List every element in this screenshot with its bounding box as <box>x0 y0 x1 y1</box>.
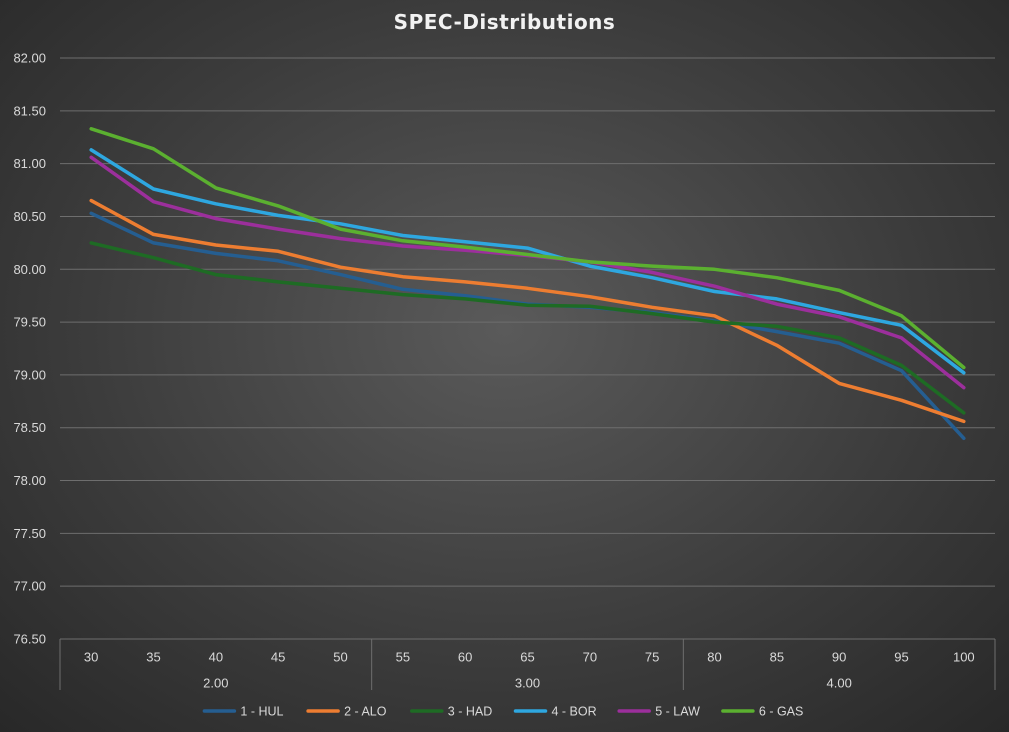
y-tick-label: 77.00 <box>13 579 46 594</box>
y-tick-label: 77.50 <box>13 526 46 541</box>
y-tick-label: 80.00 <box>13 262 46 277</box>
y-tick-label: 76.50 <box>13 632 46 647</box>
x-tick-label: 80 <box>707 650 721 665</box>
legend-label: 5 - LAW <box>655 705 700 719</box>
y-tick-label: 78.50 <box>13 420 46 435</box>
x-tick-label: 90 <box>832 650 846 665</box>
series-line <box>89 241 966 415</box>
legend-label: 6 - GAS <box>759 705 803 719</box>
x-tick-label: 40 <box>209 650 223 665</box>
legend-label: 4 - BOR <box>552 705 597 719</box>
x-tick-label: 70 <box>583 650 597 665</box>
y-tick-label: 79.00 <box>13 367 46 382</box>
x-tick-label: 35 <box>146 650 160 665</box>
x-group-label: 4.00 <box>827 676 852 691</box>
series-line <box>89 198 966 424</box>
x-tick-label: 95 <box>894 650 908 665</box>
x-tick-label: 30 <box>84 650 98 665</box>
legend-label: 2 - ALO <box>344 705 387 719</box>
legend-label: 1 - HUL <box>240 705 283 719</box>
legend-label: 3 - HAD <box>448 705 492 719</box>
chart-title: SPEC-Distributions <box>393 10 616 34</box>
y-tick-label: 81.50 <box>13 103 46 118</box>
x-tick-label: 60 <box>458 650 472 665</box>
x-tick-label: 65 <box>520 650 534 665</box>
x-group-label: 2.00 <box>203 676 228 691</box>
x-tick-label: 45 <box>271 650 285 665</box>
y-tick-label: 79.50 <box>13 315 46 330</box>
x-tick-label: 50 <box>333 650 347 665</box>
y-tick-label: 80.50 <box>13 209 46 224</box>
y-tick-label: 82.00 <box>13 51 46 66</box>
x-tick-label: 100 <box>953 650 975 665</box>
y-tick-label: 81.00 <box>13 156 46 171</box>
x-tick-label: 85 <box>770 650 784 665</box>
x-group-label: 3.00 <box>515 676 540 691</box>
series-line <box>89 155 966 390</box>
y-tick-label: 78.00 <box>13 473 46 488</box>
x-tick-label: 75 <box>645 650 659 665</box>
x-tick-label: 55 <box>396 650 410 665</box>
series-line <box>89 127 966 370</box>
series-line <box>89 148 966 375</box>
